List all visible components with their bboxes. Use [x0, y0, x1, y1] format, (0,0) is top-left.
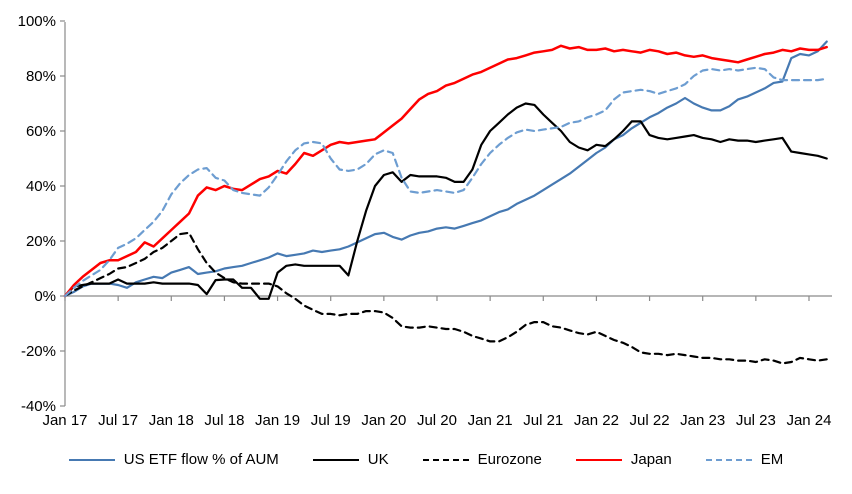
- legend-item-eurozone: Eurozone: [422, 451, 542, 468]
- x-tick-label: Jul 17: [98, 412, 138, 429]
- chart-legend: US ETF flow % of AUM UK Eurozone Japan E…: [0, 452, 852, 467]
- x-tick-label: Jul 21: [523, 412, 563, 429]
- y-tick-label: -40%: [21, 398, 56, 415]
- legend-label-uk: UK: [367, 451, 389, 468]
- legend-line-sample-uk: [312, 458, 359, 461]
- legend-label-japan: Japan: [630, 451, 672, 468]
- x-tick-label: Jan 22: [574, 412, 619, 429]
- series-line-japan: [63, 44, 828, 298]
- x-tick-label: Jan 19: [255, 412, 300, 429]
- series-line-em: [63, 66, 828, 298]
- x-tick-label: Jul 19: [311, 412, 351, 429]
- legend-line-sample-em: [705, 458, 752, 461]
- x-tick-label: Jan 18: [149, 412, 194, 429]
- series-line-eurozone: [63, 231, 828, 365]
- x-tick-label: Jan 17: [42, 412, 87, 429]
- y-tick-label: 80%: [26, 68, 56, 85]
- y-tick-label: 0%: [34, 288, 56, 305]
- legend-label-us: US ETF flow % of AUM: [123, 451, 279, 468]
- y-tick-label: 40%: [26, 178, 56, 195]
- legend-label-em: EM: [760, 451, 784, 468]
- x-tick-label: Jul 22: [630, 412, 670, 429]
- x-tick-label: Jul 18: [204, 412, 244, 429]
- line-chart: 100% 80% 60% 40% 20% 0% -20% -40% Jan 17 Jul 17 Ja…: [18, 13, 832, 429]
- x-tick-label: Jul 23: [736, 412, 776, 429]
- x-tick-label: Jan 24: [786, 412, 831, 429]
- legend-item-japan: Japan: [575, 451, 672, 468]
- legend-line-sample-eurozone: [422, 458, 469, 461]
- x-tick-label: Jan 23: [680, 412, 725, 429]
- series-line-us-etf-flow-of-aum: [63, 40, 828, 298]
- legend-item-us: US ETF flow % of AUM: [68, 451, 279, 468]
- x-tick-label: Jul 20: [417, 412, 457, 429]
- y-tick-label: 100%: [18, 13, 56, 30]
- legend-label-eurozone: Eurozone: [477, 451, 542, 468]
- legend-item-em: EM: [705, 451, 784, 468]
- x-tick-label: Jan 21: [468, 412, 513, 429]
- y-tick-label: 60%: [26, 123, 56, 140]
- x-tick-label: Jan 20: [361, 412, 406, 429]
- line-chart-svg: 100% 80% 60% 40% 20% 0% -20% -40%Jan 17 Jul 17 Ja…: [18, 13, 832, 429]
- legend-line-sample-us: [68, 458, 115, 461]
- legend-line-sample-japan: [575, 458, 622, 461]
- y-tick-label: -20%: [21, 343, 56, 360]
- series-line-uk: [63, 102, 828, 300]
- y-tick-label: 20%: [26, 233, 56, 250]
- legend-item-uk: UK: [312, 451, 389, 468]
